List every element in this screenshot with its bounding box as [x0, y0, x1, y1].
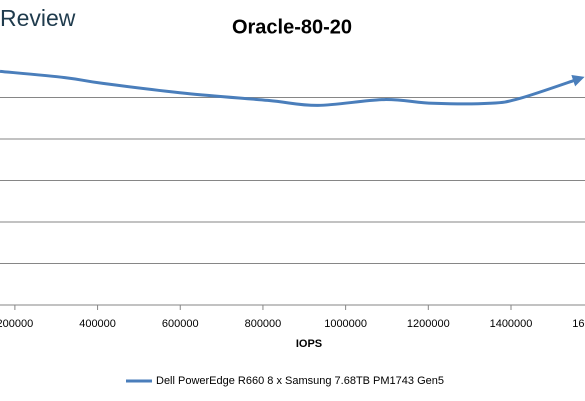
x-tick-label: 800000	[245, 318, 282, 330]
x-tick-label: 600000	[162, 318, 199, 330]
x-tick-label: 1000000	[324, 318, 367, 330]
chart-title: Oracle-80-20	[232, 16, 352, 38]
x-tick-label: 200000	[0, 318, 33, 330]
x-axis-title: IOPS	[296, 338, 322, 350]
x-tick-label: 400000	[79, 318, 116, 330]
legend-label: Dell PowerEdge R660 8 x Samsung 7.68TB P…	[156, 375, 444, 387]
x-tick-label: 1400000	[490, 318, 533, 330]
x-tick-label: 1200000	[407, 318, 450, 330]
watermark: Review	[0, 5, 76, 31]
x-tick-label: 1600000	[572, 318, 585, 330]
series-line	[0, 69, 585, 107]
